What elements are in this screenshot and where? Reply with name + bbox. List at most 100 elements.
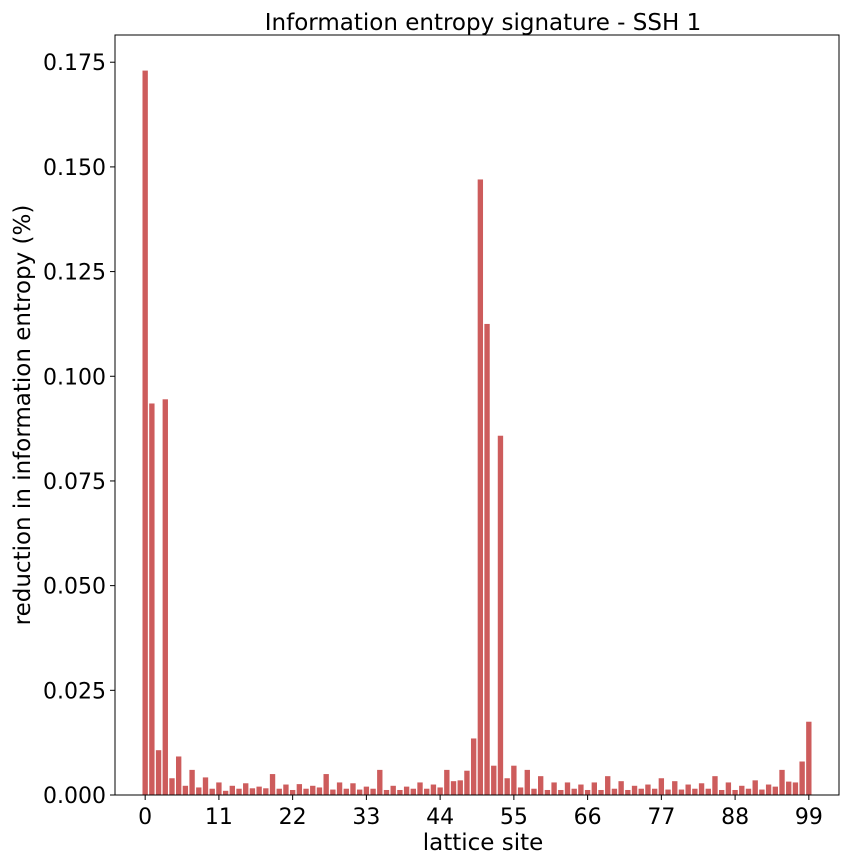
bar-site-68 (598, 789, 604, 795)
x-tick-label: 99 (795, 805, 823, 830)
bar-site-88 (732, 789, 738, 795)
y-tick-label: 0.175 (43, 51, 106, 76)
y-tick-label: 0.100 (43, 365, 106, 390)
bar-site-55 (511, 765, 517, 795)
plot-frame (114, 34, 840, 796)
bar-site-83 (698, 783, 705, 795)
bar-site-9 (202, 777, 209, 795)
bar-site-4 (169, 778, 175, 795)
y-axis-label: reduction in information entropy (%) (10, 205, 36, 626)
bar-site-37 (390, 785, 396, 795)
x-tick-label: 66 (574, 805, 602, 830)
bar-site-13 (229, 785, 235, 795)
bar-site-86 (719, 789, 725, 795)
y-tick-label: 0.150 (43, 156, 106, 181)
bar-site-58 (531, 788, 537, 795)
bar-site-3 (162, 399, 168, 795)
bar-site-5 (176, 756, 182, 795)
bar-site-35 (377, 769, 383, 795)
bar-site-16 (249, 788, 256, 795)
bar-site-45 (444, 769, 450, 795)
bar-site-12 (222, 790, 229, 795)
bar-site-29 (336, 782, 343, 795)
bar-site-61 (551, 782, 557, 795)
bar-site-1 (149, 403, 155, 795)
bar-site-44 (437, 787, 443, 795)
bar-site-91 (752, 780, 758, 795)
bar-site-19 (269, 774, 276, 795)
bar-site-28 (330, 789, 336, 795)
bar-site-0 (142, 70, 148, 796)
bar-site-46 (450, 781, 457, 795)
bar-site-33 (363, 786, 370, 795)
bar-site-57 (524, 769, 530, 795)
bar-site-6 (182, 785, 189, 795)
bar-site-52 (491, 765, 497, 795)
bar-site-67 (591, 782, 597, 795)
x-tick-label: 77 (647, 805, 675, 830)
bar-site-72 (625, 789, 631, 795)
bar-site-43 (430, 784, 437, 795)
x-tick-label: 0 (138, 805, 152, 830)
bar-site-74 (638, 788, 644, 795)
bar-site-18 (263, 788, 269, 795)
bar-site-70 (611, 788, 618, 795)
x-tick-label: 88 (721, 805, 749, 830)
bar-site-50 (477, 179, 484, 795)
bar-site-32 (357, 789, 363, 795)
y-tick-label: 0.125 (43, 261, 106, 286)
bar-site-39 (403, 786, 410, 795)
bar-site-47 (457, 780, 463, 795)
bar-site-38 (397, 789, 403, 795)
bar-site-90 (745, 788, 752, 795)
bar-site-21 (283, 784, 289, 795)
bar-site-20 (276, 788, 282, 795)
bar-site-65 (578, 784, 584, 795)
bar-site-26 (316, 787, 323, 795)
bar-site-89 (739, 785, 745, 795)
bar-site-75 (645, 784, 651, 795)
bar-site-49 (470, 738, 477, 795)
bar-site-80 (678, 789, 685, 795)
bar-site-30 (343, 788, 349, 795)
bar-site-94 (772, 786, 778, 795)
bar-site-76 (651, 788, 658, 795)
bar-site-41 (417, 782, 423, 795)
bar-site-98 (799, 761, 805, 795)
bar-site-48 (464, 770, 470, 795)
bar-site-60 (544, 789, 551, 795)
bar-site-42 (424, 788, 430, 795)
y-axis-ticks: 0.000 0.025 0.050 0.075 0.100 0.125 0.150 0.175 (43, 51, 115, 809)
x-axis-ticks: 0 11 22 33 44 55 66 77 88 99 (138, 795, 823, 830)
bar-site-17 (256, 786, 262, 795)
x-tick-label: 44 (426, 805, 454, 830)
bar-site-2 (155, 750, 162, 795)
bar-site-8 (196, 787, 202, 795)
bar-site-51 (484, 323, 490, 795)
bar-site-31 (350, 783, 356, 795)
bar-site-22 (289, 789, 296, 795)
bar-site-59 (538, 776, 544, 795)
bar-site-23 (296, 784, 303, 795)
bar-site-84 (705, 788, 711, 795)
bar-site-92 (759, 789, 765, 795)
bar-site-97 (792, 782, 799, 795)
bar-site-69 (605, 776, 611, 795)
bar-site-25 (310, 785, 316, 795)
bar-site-11 (216, 782, 222, 795)
bar-site-15 (243, 783, 249, 795)
bar-site-78 (665, 789, 671, 795)
bars-group (142, 70, 812, 796)
bar-site-77 (658, 778, 665, 795)
bar-site-36 (383, 789, 390, 795)
bar-site-27 (323, 774, 329, 795)
y-tick-label: 0.000 (43, 784, 106, 809)
x-tick-label: 33 (352, 805, 380, 830)
bar-site-64 (571, 788, 577, 795)
bar-site-85 (712, 776, 718, 795)
y-tick-label: 0.075 (43, 470, 106, 495)
bar-site-54 (504, 778, 510, 795)
bar-site-7 (189, 769, 195, 795)
